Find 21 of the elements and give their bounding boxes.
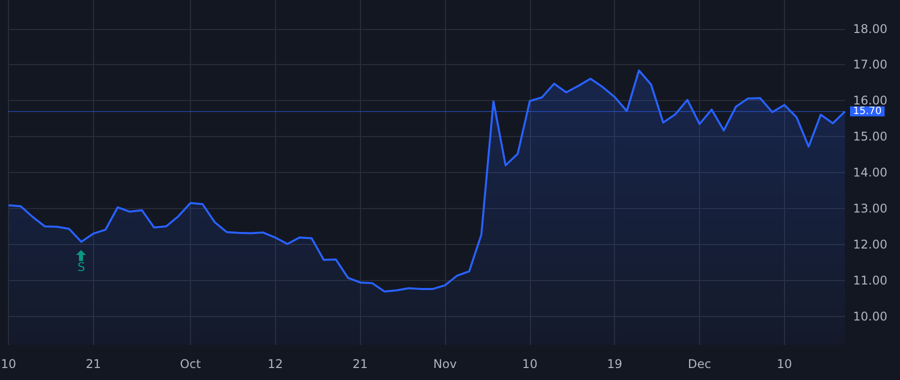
y-tick-label: 17.00 bbox=[853, 58, 888, 72]
x-tick-label: 10 bbox=[776, 357, 792, 371]
x-tick-label: Nov bbox=[433, 357, 457, 371]
y-tick-label: 10.00 bbox=[853, 309, 888, 324]
x-tick-label: 10 bbox=[0, 357, 16, 371]
y-tick-label: 15.00 bbox=[853, 130, 888, 144]
x-tick-label: Oct bbox=[180, 357, 202, 371]
x-tick-label: Dec bbox=[688, 357, 712, 371]
x-tick-label: 10 bbox=[522, 357, 538, 371]
y-tick-label: 16.00 bbox=[853, 94, 888, 108]
y-tick-label: 12.00 bbox=[853, 237, 888, 252]
x-tick-label: 12 bbox=[268, 357, 283, 371]
y-tick-label: 11.00 bbox=[853, 273, 888, 288]
x-tick-label: 21 bbox=[86, 357, 102, 371]
x-tick-label: 21 bbox=[352, 357, 368, 371]
y-tick-label: 18.00 bbox=[853, 22, 888, 36]
y-tick-label: 14.00 bbox=[853, 166, 888, 180]
y-tick-label: 13.00 bbox=[853, 201, 888, 216]
ref-line-label: 15.70 bbox=[853, 106, 882, 117]
x-tick-label: 19 bbox=[607, 357, 622, 371]
annotation: S bbox=[76, 260, 86, 274]
